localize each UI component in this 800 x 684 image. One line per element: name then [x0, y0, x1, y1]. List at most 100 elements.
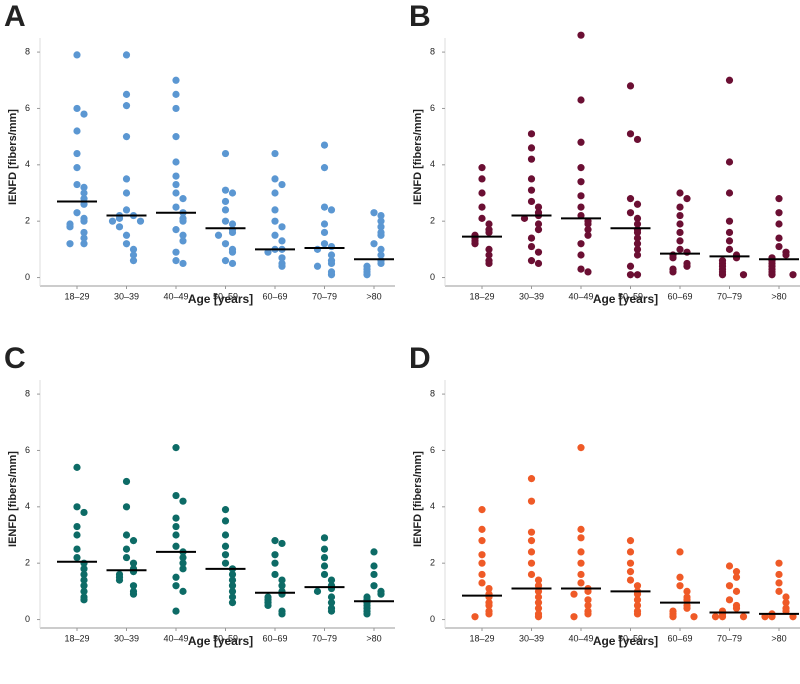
- data-point: [577, 178, 585, 186]
- data-point: [478, 537, 486, 545]
- y-axis-label: IENFD [fibers/mm]: [412, 451, 424, 547]
- panel-label: D: [409, 342, 431, 375]
- x-tick-label: 50–59: [618, 633, 643, 643]
- data-point: [122, 51, 131, 59]
- data-point: [320, 570, 329, 579]
- data-point: [478, 189, 486, 197]
- data-point: [179, 497, 187, 505]
- data-point: [179, 553, 187, 562]
- data-point: [676, 228, 684, 237]
- x-tick-label: 70–79: [312, 291, 337, 301]
- data-point: [485, 584, 493, 593]
- data-point: [534, 259, 543, 268]
- data-point: [676, 573, 684, 581]
- data-point: [73, 209, 81, 217]
- data-point: [478, 175, 486, 183]
- data-point: [584, 596, 592, 604]
- data-point: [73, 180, 81, 189]
- data-point: [676, 237, 684, 245]
- data-point: [122, 90, 131, 98]
- data-point: [115, 576, 124, 584]
- data-point: [122, 545, 131, 553]
- data-point: [370, 562, 378, 570]
- data-point: [775, 559, 783, 567]
- data-point: [327, 593, 336, 601]
- data-point: [732, 573, 741, 581]
- data-point: [221, 559, 230, 567]
- data-point: [377, 259, 385, 268]
- data-point: [577, 211, 585, 220]
- data-point: [221, 240, 230, 248]
- data-point: [73, 104, 81, 113]
- data-point: [122, 231, 131, 239]
- data-point: [775, 570, 783, 579]
- y-tick-label: 0: [25, 272, 30, 282]
- data-point: [172, 189, 180, 197]
- data-point: [676, 211, 684, 220]
- data-point: [214, 231, 223, 239]
- data-point: [633, 582, 642, 590]
- data-point: [584, 220, 592, 228]
- data-point: [271, 149, 279, 158]
- x-tick-label: >80: [771, 633, 786, 643]
- data-point: [584, 268, 592, 276]
- data-point: [478, 559, 486, 567]
- data-point: [478, 525, 486, 533]
- data-point: [626, 262, 635, 270]
- data-point: [271, 189, 279, 197]
- data-point: [80, 582, 88, 590]
- data-point: [278, 180, 286, 189]
- data-point: [278, 582, 286, 590]
- data-point: [73, 553, 81, 562]
- data-point: [129, 582, 138, 590]
- data-point: [73, 503, 81, 511]
- data-point: [122, 206, 131, 214]
- data-point: [534, 613, 543, 621]
- data-point: [278, 237, 286, 245]
- data-point: [80, 596, 88, 604]
- data-point: [122, 189, 131, 197]
- data-point: [179, 237, 187, 245]
- data-point: [80, 587, 88, 595]
- data-point: [221, 531, 230, 539]
- data-point: [527, 144, 536, 152]
- data-point: [122, 175, 131, 183]
- data-point: [172, 607, 180, 615]
- data-point: [577, 251, 585, 259]
- data-point: [676, 203, 684, 211]
- data-point: [534, 226, 543, 234]
- x-tick-label: 18–29: [64, 291, 89, 301]
- data-point: [129, 590, 138, 598]
- data-point: [228, 228, 237, 237]
- data-point: [633, 234, 642, 242]
- y-tick-label: 2: [25, 558, 30, 568]
- data-point: [80, 508, 88, 517]
- data-point: [172, 444, 180, 452]
- data-point: [485, 251, 493, 259]
- data-point: [377, 231, 385, 239]
- data-point: [320, 240, 329, 248]
- data-point: [129, 251, 138, 259]
- data-point: [633, 214, 642, 222]
- data-point: [485, 245, 493, 253]
- data-point: [633, 251, 642, 259]
- data-point: [577, 534, 585, 542]
- data-point: [228, 189, 237, 197]
- data-point: [179, 217, 187, 225]
- y-tick-label: 6: [25, 445, 30, 455]
- data-point: [584, 231, 592, 239]
- x-tick-label: >80: [366, 291, 381, 301]
- x-tick-label: 50–59: [618, 291, 643, 301]
- y-tick-label: 6: [430, 445, 435, 455]
- data-point: [228, 593, 237, 601]
- data-point: [711, 613, 720, 621]
- data-point: [633, 271, 642, 279]
- data-point: [761, 613, 769, 621]
- data-point: [327, 576, 336, 584]
- x-tick-label: >80: [771, 291, 786, 301]
- y-tick-label: 4: [25, 159, 30, 169]
- data-point: [626, 568, 635, 576]
- data-point: [370, 209, 378, 217]
- data-point: [80, 110, 88, 118]
- data-point: [633, 610, 642, 618]
